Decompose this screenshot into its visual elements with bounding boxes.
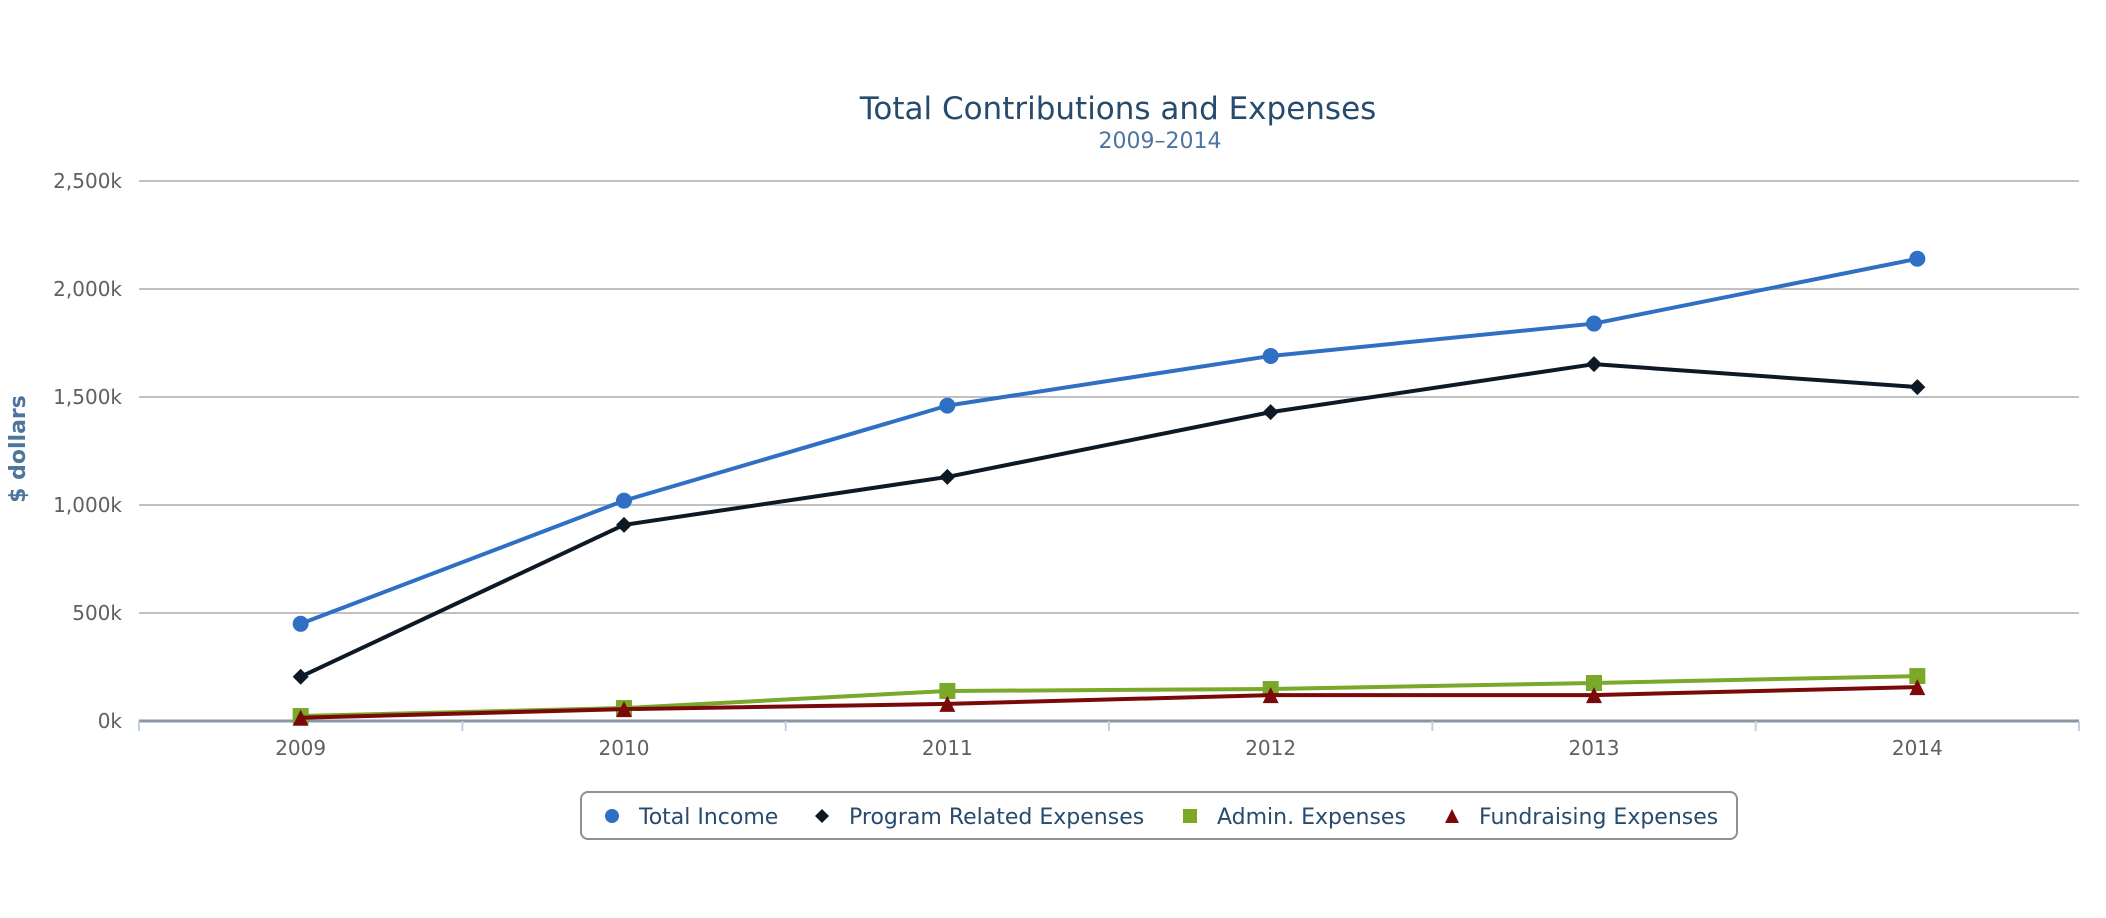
legend-label: Admin. Expenses <box>1217 805 1406 830</box>
series-line <box>300 685 1918 720</box>
data-point <box>616 701 632 718</box>
data-point <box>1909 379 1926 396</box>
data-point <box>939 397 956 414</box>
chart-title: Total Contributions and Expenses <box>859 91 1377 127</box>
circle-marker-icon <box>605 809 619 823</box>
y-tick-label: 2,500k <box>53 169 122 193</box>
data-point <box>1586 687 1602 704</box>
data-point <box>292 615 309 632</box>
series-layer <box>292 250 1926 726</box>
data-point <box>939 682 956 699</box>
chart-subtitle: 2009–2014 <box>1099 129 1222 154</box>
x-axis: 2009 2010 2011 2012 2013 2014 <box>138 719 2080 760</box>
square-marker-icon <box>1183 809 1197 823</box>
series-fundraising-expenses <box>292 679 1926 726</box>
gridlines <box>139 180 2079 614</box>
data-point <box>1909 668 1926 685</box>
y-tick-label: 1,500k <box>53 385 122 409</box>
data-point <box>1909 250 1926 267</box>
legend-label: Total Income <box>638 805 778 830</box>
series-program-related-expenses <box>292 356 1926 685</box>
x-tick-label: 2014 <box>1892 736 1943 760</box>
y-tick-label: 500k <box>72 601 122 625</box>
data-point <box>1586 315 1602 332</box>
x-tick-label: 2011 <box>922 736 973 760</box>
series-admin-expenses <box>292 668 1926 725</box>
legend-item[interactable]: Program Related Expenses <box>815 805 1144 830</box>
x-tick-label: 2013 <box>1569 736 1620 760</box>
data-point <box>1262 347 1279 364</box>
data-point <box>292 668 309 685</box>
data-point <box>1262 404 1279 421</box>
data-point <box>616 516 632 533</box>
x-tick-label: 2010 <box>599 736 650 760</box>
data-point <box>939 468 956 485</box>
triangle-marker-icon <box>1445 809 1459 823</box>
series-line <box>299 362 1918 679</box>
data-point <box>1586 674 1602 691</box>
legend-item[interactable]: Admin. Expenses <box>1183 805 1406 830</box>
data-point <box>1909 679 1926 696</box>
y-tick-label: 1,000k <box>53 493 122 517</box>
series-line <box>299 256 1918 626</box>
legend-label: Program Related Expenses <box>849 805 1144 830</box>
legend-box <box>580 791 1738 840</box>
data-point <box>1586 356 1602 373</box>
x-tick-label: 2009 <box>275 736 326 760</box>
data-point <box>616 492 632 509</box>
data-point <box>939 695 956 712</box>
y-axis-ticks: 0k 500k 1,000k 1,500k 2,000k 2,500k <box>53 169 122 733</box>
legend-item[interactable]: Total Income <box>605 805 778 830</box>
y-tick-label: 2,000k <box>53 277 122 301</box>
y-axis-title: $ dollars <box>6 395 31 503</box>
legend: Total Income Program Related Expenses Admi… <box>580 791 1738 840</box>
diamond-marker-icon <box>815 809 829 823</box>
legend-item[interactable]: Fundraising Expenses <box>1445 805 1718 830</box>
x-tick-label: 2012 <box>1245 736 1296 760</box>
series-total-income <box>292 250 1926 632</box>
y-tick-label: 0k <box>98 709 123 733</box>
data-point <box>1262 687 1279 704</box>
legend-label: Fundraising Expenses <box>1479 805 1718 830</box>
data-point <box>292 709 309 726</box>
